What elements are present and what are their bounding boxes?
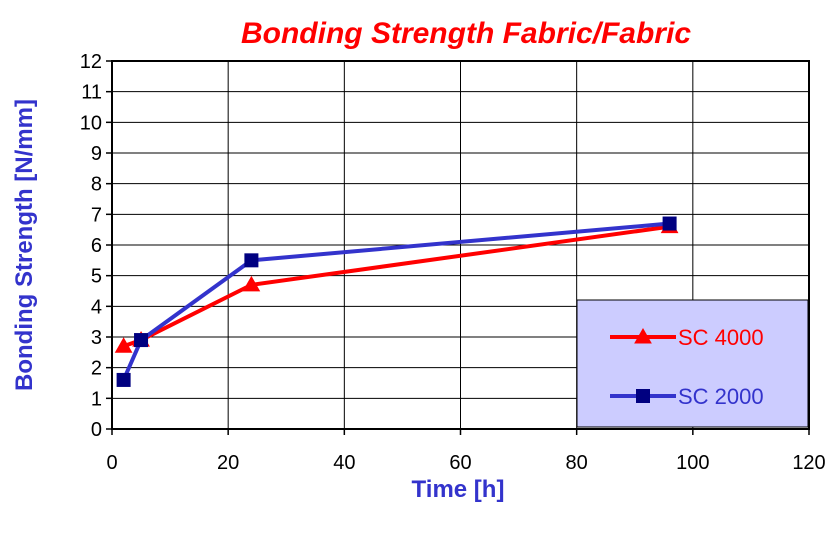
data-point [116, 372, 131, 387]
x-tick-label: 0 [106, 452, 117, 474]
y-tick-label: 3 [91, 327, 102, 349]
series-line [121, 221, 670, 381]
legend: SC 4000 SC 2000 [576, 299, 809, 428]
data-point [244, 253, 259, 268]
chart-title: Bonding Strength Fabric/Fabric [241, 17, 691, 50]
y-tick-label: 10 [80, 112, 102, 134]
x-tick-label: 80 [566, 452, 588, 474]
y-tick-label: 11 [81, 82, 102, 104]
y-tick-label: 0 [91, 419, 102, 441]
y-tick-label: 1 [91, 388, 102, 410]
legend-swatch-marker [636, 389, 650, 403]
x-tick-label: 100 [676, 452, 709, 474]
legend-item: SC 4000 [610, 325, 764, 350]
data-point [114, 337, 133, 353]
y-axis-label: Bonding Strength [N/mm] [11, 99, 38, 391]
x-tick-label: 40 [333, 452, 355, 474]
legend-box [576, 299, 809, 428]
y-tick-label: 9 [91, 143, 102, 165]
y-tick-label: 5 [91, 266, 102, 288]
series-layer [114, 216, 679, 387]
x-tick-label: 120 [792, 452, 825, 474]
y-tick-label: 6 [91, 235, 102, 257]
x-tick-label: 20 [217, 452, 239, 474]
x-axis-label: Time [h] [412, 476, 505, 503]
grid-lines [112, 61, 809, 429]
legend-label: SC 4000 [678, 325, 764, 350]
y-tick-label: 8 [91, 174, 102, 196]
legend-items: SC 4000 SC 2000 [610, 325, 764, 409]
legend-label: SC 2000 [678, 384, 764, 409]
y-tick-label: 12 [80, 51, 102, 73]
plot-frame [111, 60, 810, 430]
legend-item: SC 2000 [610, 384, 764, 409]
data-point [242, 275, 261, 292]
y-tick-label: 7 [91, 204, 102, 226]
series-line [122, 224, 670, 349]
y-tick-label: 2 [91, 358, 102, 380]
data-point [662, 216, 677, 231]
data-point [134, 333, 149, 348]
y-tick-label: 4 [91, 296, 102, 318]
x-tick-label: 60 [449, 452, 471, 474]
series-2 [116, 216, 677, 387]
legend-swatch-marker [634, 327, 652, 344]
